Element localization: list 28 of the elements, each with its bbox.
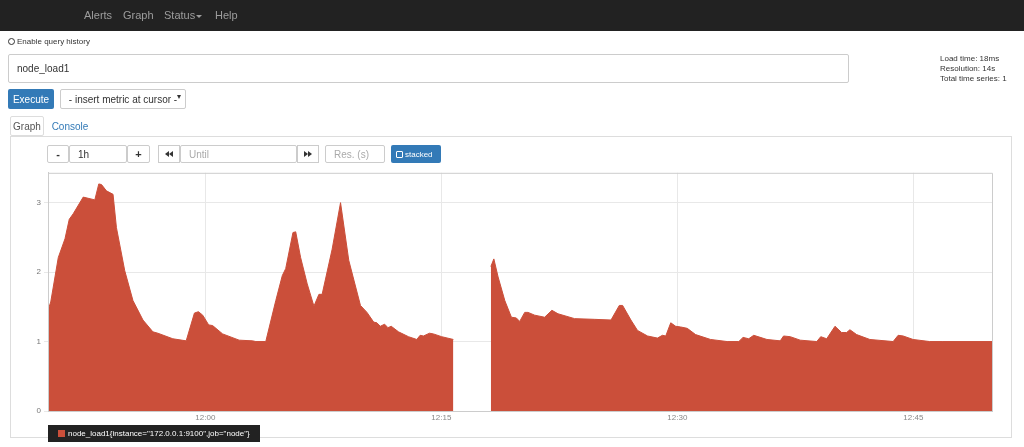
y-tick-label: 1 [36,336,42,346]
text: 1h [69,145,127,163]
text: - insert metric at cursor - [60,89,186,109]
text: Resolution: 14s [940,64,996,73]
text: + [127,145,150,163]
text: node_load1 [8,54,849,83]
legend-label: node_load1{instance="172.0.0.1:9100",job="node"} [68,429,250,438]
text: Alerts [84,9,113,21]
text: Graph [10,116,44,136]
text: Console [50,119,90,134]
text: Help [215,9,238,21]
text: stacked [391,145,441,163]
text: - [47,145,69,163]
x-tick-label: 12:30 [667,413,688,422]
y-tick-label: 3 [36,197,42,207]
x-tick-label: 12:00 [195,413,216,422]
text: Graph [123,9,154,21]
text: Enable query history [17,37,90,46]
text: Res. (s) [325,145,385,163]
x-tick-label: 12:15 [431,413,452,422]
text: Execute [8,89,54,109]
text: Load time: 18ms [940,54,1000,63]
text: Until [180,145,297,163]
x-tick-label: 12:45 [903,413,924,422]
text: Status [164,9,196,21]
y-tick-label: 0 [36,406,42,416]
y-tick-label: 2 [36,267,42,277]
text: Total time series: 1 [940,74,1007,83]
